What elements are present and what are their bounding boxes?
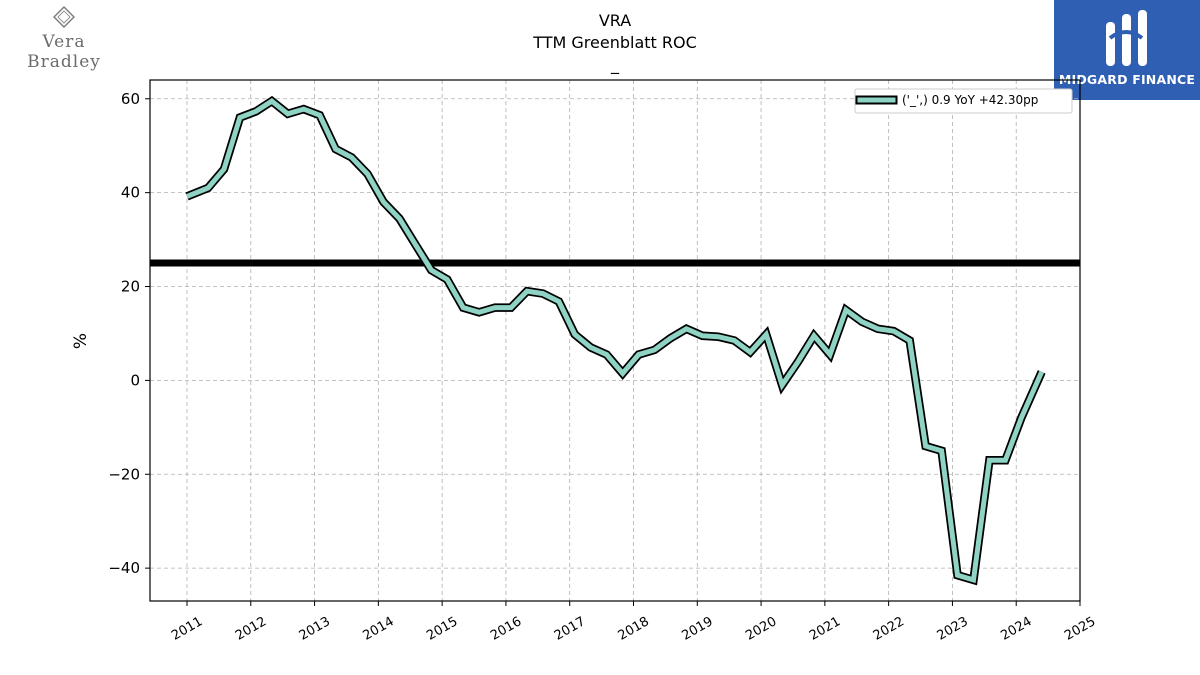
x-tick-label: 2020 (743, 614, 779, 644)
y-tick-label: −20 (108, 465, 140, 483)
y-tick-label: −40 (108, 559, 140, 577)
legend: ('_',) 0.9 YoY +42.30pp (854, 88, 1073, 114)
midgard-finance-logo: MIDGARD FINANCE (1054, 0, 1200, 100)
x-tick-label: 2015 (424, 614, 460, 644)
x-tick-label: 2012 (233, 614, 269, 644)
vera-bradley-logo: Vera Bradley (4, 4, 124, 72)
x-tick-label: 2016 (488, 614, 524, 644)
y-tick-label: 60 (121, 90, 140, 108)
x-tick-label: 2025 (1062, 614, 1098, 644)
chart-subtitle: TTM Greenblatt ROC (533, 33, 697, 52)
midgard-m-icon (1106, 10, 1147, 66)
x-tick-label: 2013 (297, 614, 333, 644)
x-tick-label: 2018 (616, 614, 652, 644)
series-layer (185, 95, 1046, 586)
vera-bradley-diamond-icon (53, 6, 75, 28)
x-tick-label: 2023 (935, 614, 971, 644)
x-tick-label: 2017 (552, 614, 588, 644)
x-tick-label: 2022 (871, 614, 907, 644)
series-line (186, 98, 1044, 584)
partner-name: MIDGARD FINANCE (1058, 72, 1196, 87)
x-tick-label: 2014 (361, 614, 397, 644)
plot-frame (149, 79, 1081, 602)
chart-title: VRA (598, 11, 632, 30)
x-tick-label: 2024 (998, 614, 1034, 644)
x-tick-label: 2021 (807, 614, 843, 644)
x-tick-label: 2011 (169, 614, 205, 644)
y-tick-label: 20 (121, 278, 140, 296)
series-line-outline (185, 95, 1046, 586)
y-axis-label: % (71, 333, 91, 349)
x-tick-label: 2019 (679, 614, 715, 644)
legend-label: ('_',) 0.9 YoY +42.30pp (902, 93, 1038, 107)
chart-subtitle-2: _ (611, 55, 619, 74)
legend-box (854, 88, 1073, 114)
y-tick-label: 0 (130, 371, 140, 389)
brand-name: Vera Bradley (27, 32, 101, 72)
axis-ticks: 2011 2012 2013 2014 2015 2016 2017 2018 2019 2020… (108, 90, 1098, 644)
y-tick-label: 40 (121, 184, 140, 202)
grid (150, 80, 1081, 601)
